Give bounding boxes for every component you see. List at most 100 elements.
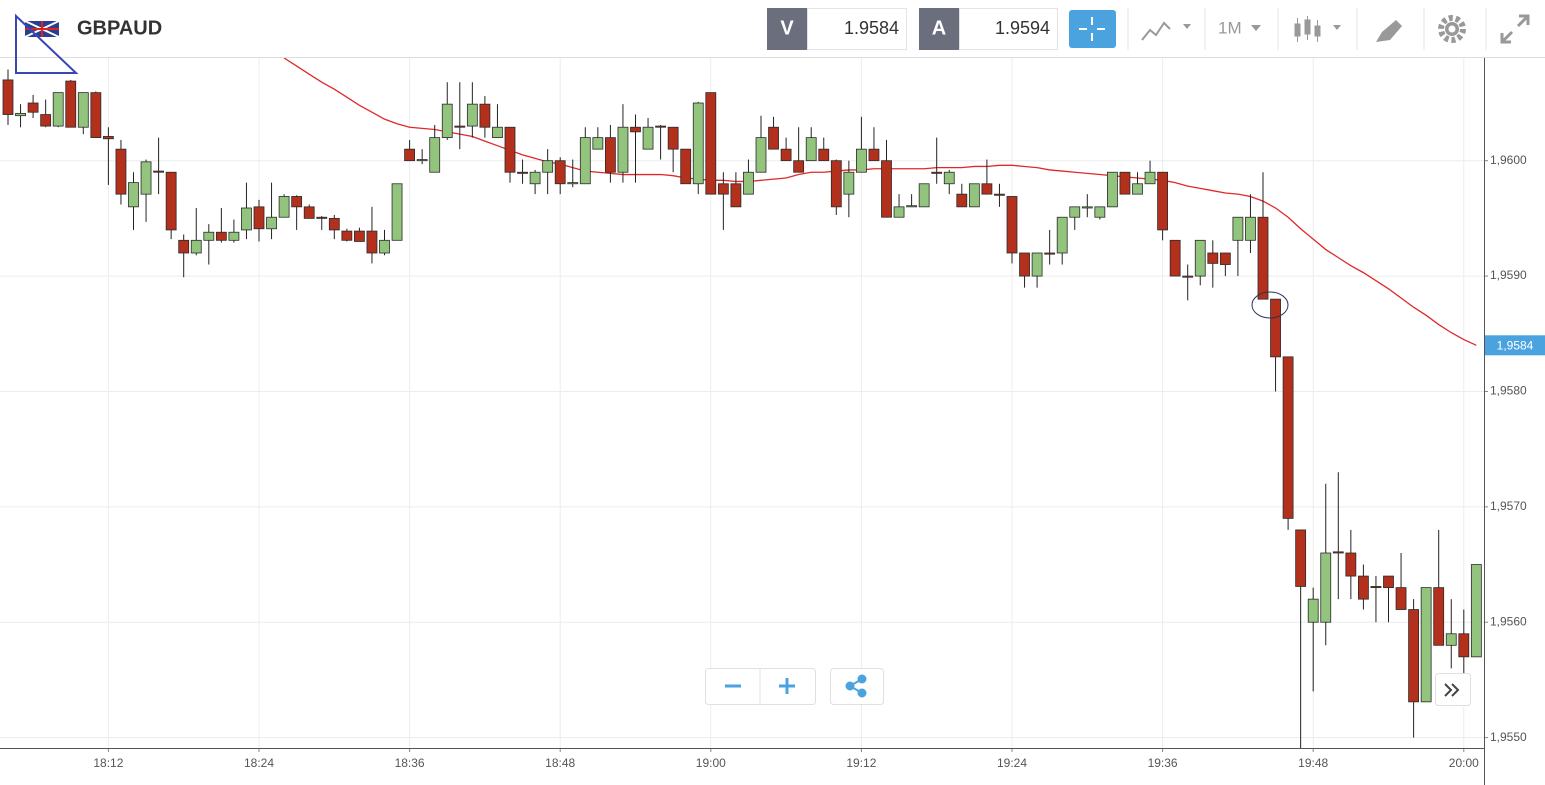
draw-button[interactable] bbox=[1376, 20, 1402, 42]
candle-body bbox=[215, 231, 227, 241]
y-tick-label: 1,9600 bbox=[1490, 153, 1527, 167]
candle-body bbox=[316, 216, 328, 219]
x-tick-label: 18:48 bbox=[545, 756, 575, 770]
candle-body bbox=[328, 217, 340, 231]
buy-label-box bbox=[919, 8, 959, 50]
candle-body bbox=[805, 137, 817, 162]
candle-body bbox=[1420, 587, 1432, 703]
sell-price: 1.9584 bbox=[844, 18, 899, 38]
candle-body bbox=[77, 92, 89, 128]
candle-body bbox=[1169, 239, 1181, 277]
candle-body bbox=[692, 102, 704, 185]
candle-body bbox=[943, 171, 955, 185]
last-price-label: 1,9584 bbox=[1497, 338, 1534, 352]
candle-body bbox=[1307, 598, 1319, 623]
timeframe-button[interactable]: 1M bbox=[1218, 18, 1261, 37]
candle-body bbox=[466, 103, 478, 127]
candle-body bbox=[567, 182, 579, 185]
candle-body bbox=[1056, 216, 1068, 254]
crosshair-button[interactable] bbox=[1069, 10, 1116, 48]
timeframe: 1M bbox=[1218, 18, 1242, 37]
y-tick-label: 1,9560 bbox=[1490, 614, 1527, 628]
candle-body bbox=[40, 114, 52, 127]
candle-body bbox=[542, 160, 554, 173]
candle-body bbox=[379, 239, 390, 254]
x-tick-label: 19:48 bbox=[1298, 756, 1328, 770]
chart-type-button[interactable] bbox=[1141, 21, 1191, 41]
circle-annotation[interactable] bbox=[1251, 291, 1289, 319]
y-tick-label: 1,9550 bbox=[1490, 730, 1527, 744]
candle-body bbox=[1107, 171, 1118, 208]
candle-body bbox=[1433, 587, 1445, 646]
candle-body bbox=[1069, 206, 1081, 218]
candle-body bbox=[1031, 252, 1043, 277]
symbol: GBPAUD bbox=[77, 17, 162, 39]
triangle-annotation[interactable] bbox=[15, 13, 79, 74]
candle-body bbox=[667, 126, 679, 150]
zoom-in[interactable] bbox=[779, 678, 795, 694]
candle-body bbox=[1019, 252, 1030, 277]
candle-body bbox=[291, 196, 303, 208]
candle-body bbox=[529, 171, 541, 185]
candle-button[interactable] bbox=[1294, 16, 1341, 42]
axes: 1,9550 1,9560 1,9570 1,9580 1,9590 1,9600 18:1… bbox=[0, 58, 1545, 785]
share-button[interactable] bbox=[830, 668, 884, 705]
candle-body bbox=[15, 112, 26, 117]
candle-body bbox=[931, 171, 943, 174]
candle-body bbox=[1295, 529, 1307, 587]
share-icon bbox=[845, 674, 867, 698]
candle-body bbox=[994, 193, 1005, 196]
moving-average-line bbox=[283, 58, 1477, 346]
sell-button[interactable]: V 1.9584 bbox=[767, 8, 907, 50]
grid bbox=[0, 58, 1484, 748]
settings-button[interactable] bbox=[1438, 15, 1466, 43]
scroll-end-button[interactable] bbox=[1435, 673, 1471, 706]
buy-button[interactable]: A 1.9594 bbox=[919, 8, 1058, 50]
candle-body bbox=[881, 160, 892, 218]
sell-price-box bbox=[807, 8, 907, 50]
candle-body bbox=[153, 170, 165, 173]
buy-price-box bbox=[959, 8, 1058, 50]
candle-body bbox=[65, 80, 77, 128]
plot bbox=[2, 58, 1482, 748]
candle-body bbox=[2, 79, 14, 115]
candle-body bbox=[579, 137, 591, 185]
candle-body bbox=[1408, 609, 1419, 703]
candle-body bbox=[165, 171, 177, 231]
x-tick-label: 18:12 bbox=[93, 756, 123, 770]
candle-body bbox=[1094, 206, 1106, 218]
candle-body bbox=[52, 92, 64, 127]
candle-body bbox=[843, 171, 855, 195]
candle-body bbox=[479, 103, 491, 128]
buy-label: A bbox=[932, 17, 946, 39]
candle-body bbox=[1395, 587, 1407, 610]
x-tick-label: 19:24 bbox=[997, 756, 1027, 770]
candle-body bbox=[1257, 216, 1269, 300]
candle-body bbox=[1006, 196, 1018, 254]
candle-body bbox=[1445, 633, 1457, 646]
candle-body bbox=[755, 137, 767, 173]
candle-body bbox=[680, 148, 692, 185]
candle-body bbox=[504, 126, 516, 173]
candle-body bbox=[1282, 356, 1294, 519]
candle-body bbox=[429, 137, 441, 173]
candle-body bbox=[416, 159, 428, 162]
candle-body bbox=[27, 102, 39, 113]
candle-body bbox=[140, 161, 152, 195]
candle-body bbox=[228, 231, 240, 241]
candle-body bbox=[1044, 252, 1056, 255]
candle-body bbox=[404, 148, 416, 162]
buy-price: 1.9594 bbox=[995, 18, 1050, 38]
fullscreen-button[interactable] bbox=[1500, 14, 1530, 44]
candle-body bbox=[768, 126, 779, 150]
y-tick-label: 1,9590 bbox=[1490, 268, 1527, 282]
candle-body bbox=[830, 160, 842, 208]
candle-body bbox=[968, 183, 980, 208]
candle-body bbox=[1219, 252, 1231, 265]
candle-body bbox=[1345, 552, 1357, 577]
candle-body bbox=[492, 126, 503, 139]
candle-body bbox=[743, 171, 754, 195]
toolbar-separators bbox=[1127, 8, 1487, 50]
sell-label-box bbox=[767, 8, 807, 50]
